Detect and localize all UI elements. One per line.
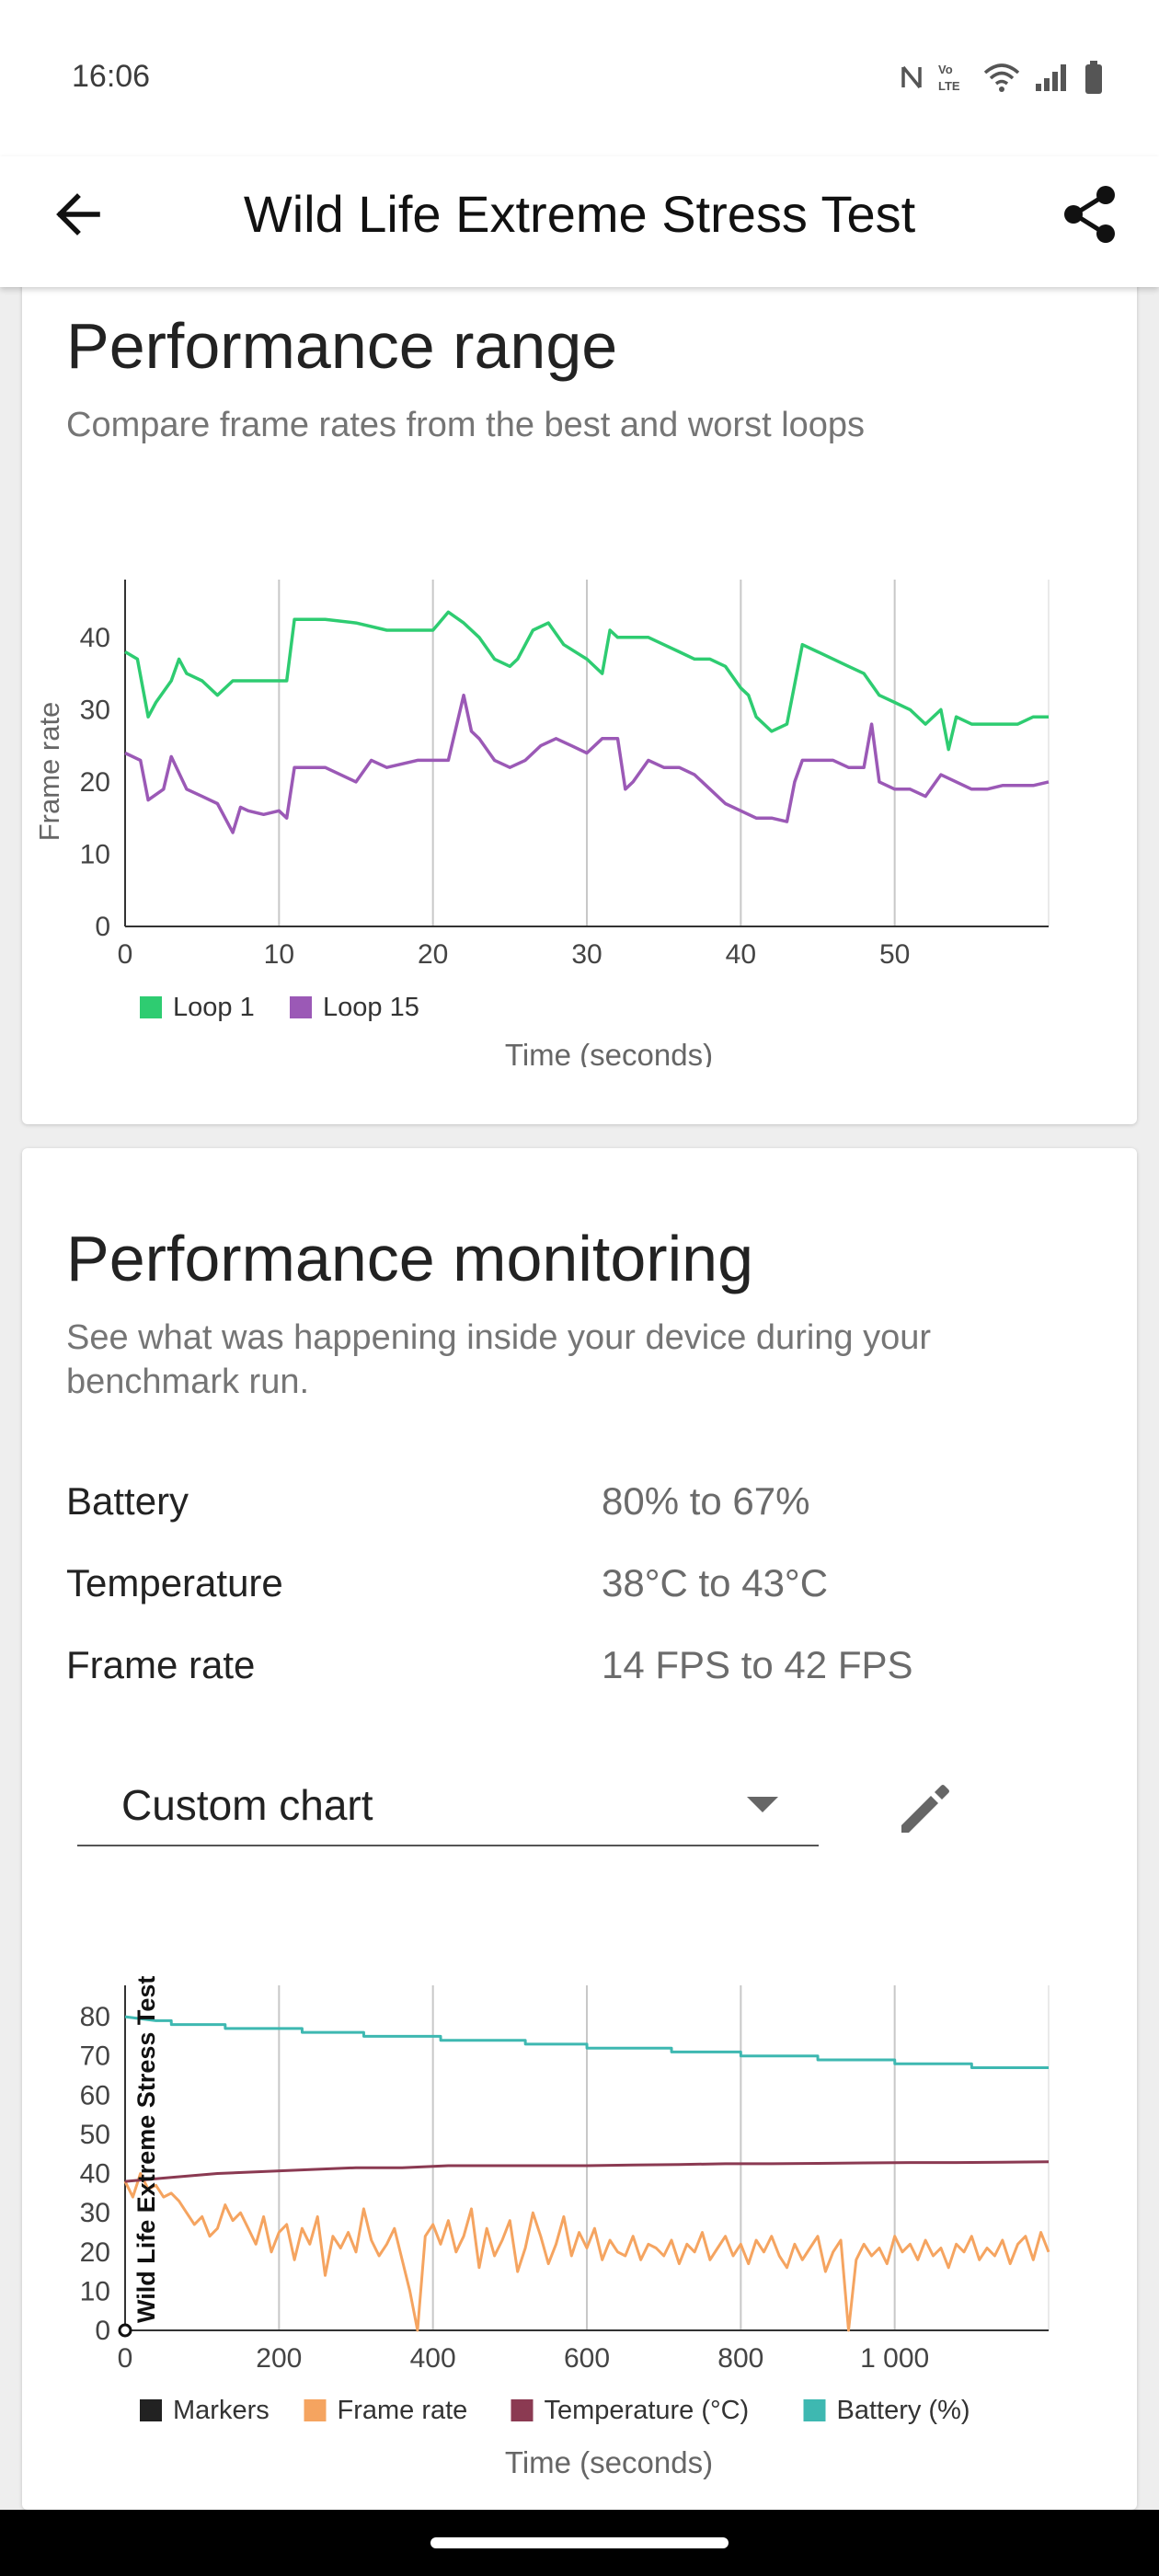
series-line-0 <box>124 610 1049 752</box>
legend-swatch <box>511 2399 534 2421</box>
status-time: 16:06 <box>72 59 151 94</box>
series-line-1 <box>123 2172 1050 2332</box>
status-bar: 16:06 Vo LTE <box>0 0 1159 156</box>
y-tick-label: 10 <box>80 2276 110 2306</box>
marker-label: Wild Life Extreme Stress Test <box>132 1976 160 2323</box>
stat-label: Battery <box>66 1479 189 1523</box>
performance-monitoring-chart: 0 200 400 600 800 1 000 0 10 20 30 40 50 60 70 80 Marke… <box>80 1976 1050 2479</box>
x-tick-label: 10 <box>264 939 294 970</box>
y-tick-label: 0 <box>95 2316 110 2346</box>
marker-point <box>118 2323 132 2338</box>
legend-label: Loop 15 <box>323 993 419 1022</box>
legend-swatch <box>290 996 312 1018</box>
performance-monitoring-subtitle: See what was happening inside your devic… <box>66 1318 932 1401</box>
x-axis-label: Time (seconds) <box>505 2445 713 2479</box>
y-axis-label: Frame rate <box>33 702 65 842</box>
stat-label: Frame rate <box>66 1643 256 1686</box>
legend-swatch <box>304 2399 327 2421</box>
x-tick-label: 0 <box>118 939 133 970</box>
volte-icon: Vo LTE <box>938 63 960 93</box>
legend-label: Frame rate <box>338 2396 468 2425</box>
stat-value: 38°C to 43°C <box>602 1561 829 1604</box>
edit-chart-button[interactable] <box>892 1777 957 1842</box>
x-tick-label: 20 <box>418 939 448 970</box>
stat-row-battery: Battery 80% to 67% <box>66 1479 1106 1535</box>
stat-label: Temperature <box>66 1561 283 1604</box>
y-tick-label: 10 <box>80 839 110 869</box>
home-gesture-handle[interactable] <box>430 2537 729 2548</box>
svg-text:LTE: LTE <box>938 79 960 93</box>
performance-monitoring-title: Performance monitoring <box>66 1223 753 1294</box>
nfc-icon <box>901 65 922 89</box>
legend-label: Temperature (°C) <box>545 2396 750 2425</box>
battery-icon <box>1085 61 1102 94</box>
stat-row-frame-rate: Frame rate 14 FPS to 42 FPS <box>66 1643 1106 1698</box>
y-tick-label: 30 <box>80 2198 110 2228</box>
x-tick-label: 50 <box>879 939 910 970</box>
y-tick-label: 40 <box>80 2159 110 2190</box>
x-axis-label: Time (seconds) <box>505 1038 713 1067</box>
y-tick-label: 80 <box>80 2002 110 2032</box>
y-tick-label: 20 <box>80 2237 110 2268</box>
legend-swatch <box>140 996 162 1018</box>
x-tick-label: 1 000 <box>860 2343 929 2374</box>
pencil-icon <box>901 1785 949 1833</box>
performance-range-card: Performance range Compare frame rates fr… <box>22 276 1137 1124</box>
chart-type-dropdown[interactable]: Custom chart <box>77 1760 819 1846</box>
svg-text:Vo: Vo <box>938 63 953 76</box>
legend-swatch <box>140 2399 162 2421</box>
y-tick-label: 30 <box>80 695 110 725</box>
x-tick-label: 600 <box>564 2343 610 2374</box>
legend-label: Loop 1 <box>173 993 255 1022</box>
stat-value: 80% to 67% <box>602 1479 810 1523</box>
stat-value: 14 FPS to 42 FPS <box>602 1643 913 1686</box>
stat-row-temperature: Temperature 38°C to 43°C <box>66 1561 1106 1616</box>
page-title: Wild Life Extreme Stress Test <box>243 185 916 243</box>
y-tick-label: 0 <box>95 912 110 942</box>
x-tick-label: 200 <box>256 2343 302 2374</box>
x-tick-label: 40 <box>726 939 756 970</box>
share-button[interactable] <box>1056 180 1124 248</box>
series-line-1 <box>124 693 1050 834</box>
y-tick-label: 50 <box>80 2120 110 2150</box>
y-tick-label: 60 <box>80 2080 110 2110</box>
share-icon <box>1064 186 1115 243</box>
performance-range-title: Performance range <box>66 310 618 382</box>
x-tick-label: 0 <box>118 2343 133 2374</box>
series-line-3 <box>124 2015 1049 2069</box>
series-line-2 <box>124 2160 1050 2183</box>
performance-monitoring-card: Performance monitoring See what was happ… <box>22 1148 1137 2510</box>
y-tick-label: 40 <box>80 623 110 653</box>
app-bar: Wild Life Extreme Stress Test <box>0 156 1159 287</box>
chevron-down-icon <box>747 1797 778 1812</box>
x-tick-label: 800 <box>717 2343 763 2374</box>
performance-range-subtitle: Compare frame rates from the best and wo… <box>66 406 866 444</box>
y-tick-label: 70 <box>80 2041 110 2072</box>
x-tick-label: 400 <box>410 2343 456 2374</box>
y-tick-label: 20 <box>80 767 110 798</box>
back-button[interactable] <box>46 182 110 247</box>
performance-range-chart: 0 10 20 30 40 50 0 10 20 30 40 Loop 1 Loop 15 Time (s… <box>33 580 1050 1067</box>
legend-label: Battery (%) <box>837 2396 970 2425</box>
x-tick-label: 30 <box>571 939 602 970</box>
status-icons: Vo LTE <box>900 57 1104 98</box>
wifi-icon <box>983 63 1020 92</box>
system-navigation-bar <box>0 2510 1159 2576</box>
signal-icon <box>1036 64 1066 91</box>
legend-label: Markers <box>173 2396 270 2425</box>
dropdown-selected-value: Custom chart <box>121 1781 373 1829</box>
legend-swatch <box>803 2399 826 2421</box>
arrow-left-icon <box>56 193 100 236</box>
